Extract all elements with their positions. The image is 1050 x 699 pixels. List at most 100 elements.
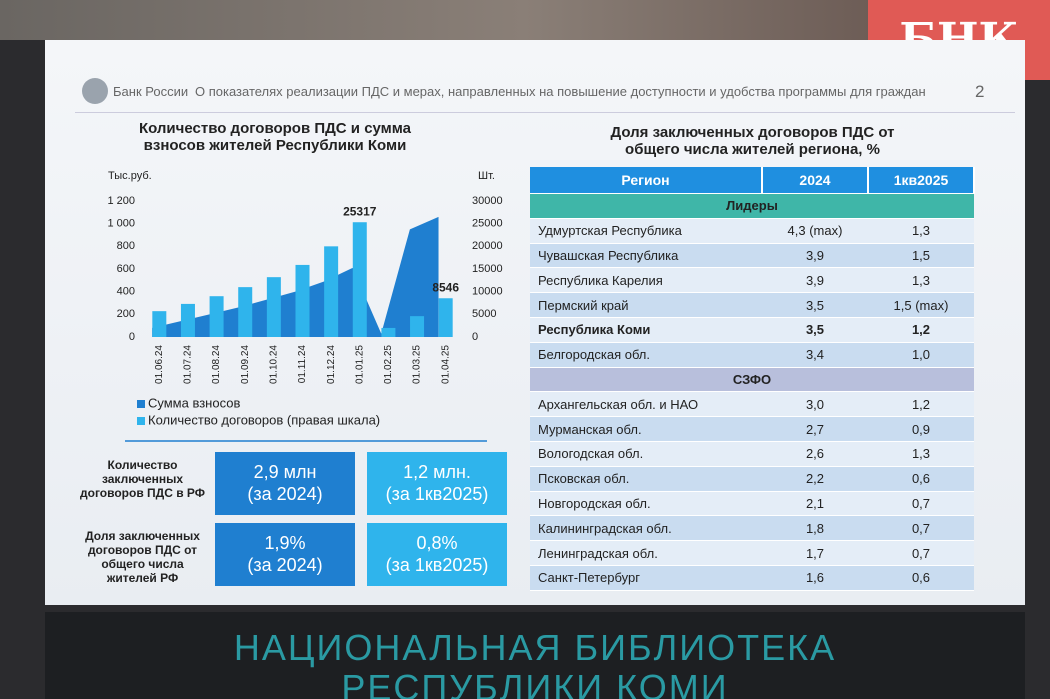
table-cell: 1,5: [868, 243, 974, 269]
bar: [180, 303, 195, 337]
table-cell: Республика Карелия: [530, 267, 762, 294]
y2-axis-unit: Шт.: [478, 170, 495, 182]
table-cell: 1,3: [868, 267, 974, 294]
table-row: Чувашская Республика 3,9 1,5: [530, 243, 974, 269]
bar: [266, 277, 281, 337]
table-cell: 3,9: [762, 243, 868, 269]
table-row: Белгородская обл. 3,4 1,0: [530, 342, 974, 368]
page-number: 2: [975, 82, 985, 101]
y-tick-label: 1 200: [107, 195, 135, 207]
table-cell: 3,0: [762, 391, 868, 418]
header-rule: [75, 112, 1015, 113]
table-cell: Калининградская обл.: [530, 515, 762, 542]
x-tick-label: 01.10.24: [269, 345, 280, 384]
table-cell: Республика Коми: [530, 317, 762, 343]
table-cell: Мурманская обл.: [530, 416, 762, 442]
y-tick-label: 600: [117, 263, 135, 275]
table-cell: 0,6: [868, 466, 974, 492]
table-row: Вологодская обл. 2,6 1,3: [530, 441, 974, 467]
org-name: Банк России: [113, 84, 189, 99]
header-cell: 2024: [762, 167, 869, 194]
stat-value: 1,9%: [264, 533, 306, 553]
table-cell: 1,3: [868, 218, 974, 244]
legend-label: Количество договоров (правая шкала): [148, 412, 380, 427]
table-cell: 1,7: [762, 540, 868, 566]
stat-value: 1,2 млн.: [403, 462, 471, 482]
bar: [324, 246, 339, 337]
x-tick-label: 01.03.25: [412, 345, 423, 384]
bank-emblem: [82, 78, 108, 104]
x-tick-label: 01.09.24: [240, 345, 251, 384]
stat-note: (за 2024): [247, 555, 323, 575]
table-cell: Новгородская обл.: [530, 491, 762, 517]
table-cell: 2,2: [762, 466, 868, 492]
y2-tick-label: 0: [472, 331, 478, 343]
table-cell: 1,8: [762, 515, 868, 542]
stat-note: (за 2024): [247, 484, 323, 504]
stat-box: 2,9 млн (за 2024): [215, 452, 355, 515]
y-tick-label: 0: [129, 331, 135, 343]
table-header: Регион 2024 1кв2025: [530, 167, 975, 194]
table-cell: Вологодская обл.: [530, 441, 762, 467]
bar: [352, 222, 367, 337]
header-cell: Регион: [530, 167, 763, 194]
table-cell: 0,7: [868, 491, 974, 517]
table-cell: 1,2: [868, 317, 974, 343]
x-tick-label: 01.04.25: [440, 345, 451, 384]
x-tick-label: 01.07.24: [183, 345, 194, 384]
y2-tick-label: 20000: [472, 240, 503, 252]
slide: Банк России О показателях реализации ПДС…: [45, 40, 1025, 605]
legend-swatch: [137, 400, 145, 408]
area: [152, 216, 439, 337]
legend-label: Сумма взносов: [148, 395, 240, 410]
table-row: Архангельская обл. и НАО 3,0 1,2: [530, 391, 974, 418]
stat-value: 2,9 млн: [253, 462, 317, 482]
table-cell: 3,5: [762, 317, 868, 343]
table-title: Доля заключенных договоров ПДС от общего…: [610, 124, 895, 158]
table-cell: 1,2: [868, 391, 974, 418]
stat-box: 0,8% (за 1кв2025): [367, 523, 507, 586]
table-cell: Чувашская Республика: [530, 243, 762, 269]
table-row: Мурманская обл. 2,7 0,9: [530, 416, 974, 442]
y2-tick-label: 5000: [472, 308, 496, 320]
table-row: Республика Карелия 3,9 1,3: [530, 267, 974, 294]
y2-tick-label: 25000: [472, 218, 503, 230]
table-cell: Пермский край: [530, 292, 762, 318]
table-cell: 3,5: [762, 292, 868, 318]
bar: [381, 327, 396, 337]
bar: [209, 296, 224, 337]
bar: [295, 264, 310, 337]
bar: [152, 311, 167, 337]
table-cell: 4,3 (max): [762, 218, 868, 244]
table-cell: Санкт-Петербург: [530, 565, 762, 591]
table-cell: Архангельская обл. и НАО: [530, 391, 762, 418]
x-tick-label: 01.01.25: [354, 345, 365, 384]
table-cell: 0,7: [868, 540, 974, 566]
section-row: Лидеры: [530, 193, 974, 219]
bar: [238, 287, 253, 337]
banner-line: РЕСПУБЛИКИ КОМИ: [341, 667, 729, 699]
table-cell: 3,9: [762, 267, 868, 294]
table-cell: 1,5 (max): [868, 292, 974, 318]
table-cell: Ленинградская обл.: [530, 540, 762, 566]
table-cell: 1,0: [868, 342, 974, 368]
value-label: 25317: [343, 204, 377, 218]
table-cell: Псковская обл.: [530, 466, 762, 492]
stat-label: Количество заключенных договоров ПДС в Р…: [80, 458, 206, 500]
table-cell: 2,7: [762, 416, 868, 442]
x-tick-label: 01.12.24: [326, 345, 337, 384]
table-cell: 0,7: [868, 515, 974, 542]
banner-line: НАЦИОНАЛЬНАЯ БИБЛИОТЕКА: [233, 627, 837, 668]
table-cell: 0,9: [868, 416, 974, 442]
legend-swatch: [137, 417, 145, 425]
x-tick-label: 01.06.24: [154, 345, 165, 384]
stat-box: 1,2 млн. (за 1кв2025): [367, 452, 507, 515]
table-cell: Удмуртская Республика: [530, 218, 762, 244]
table-cell: 2,6: [762, 441, 868, 467]
banner: НАЦИОНАЛЬНАЯ БИБЛИОТЕКА РЕСПУБЛИКИ КОМИ: [45, 612, 1025, 699]
table-cell: Белгородская обл.: [530, 342, 762, 368]
slide-header: О показателях реализации ПДС и мерах, на…: [195, 84, 926, 99]
y-tick-label: 400: [117, 286, 135, 298]
